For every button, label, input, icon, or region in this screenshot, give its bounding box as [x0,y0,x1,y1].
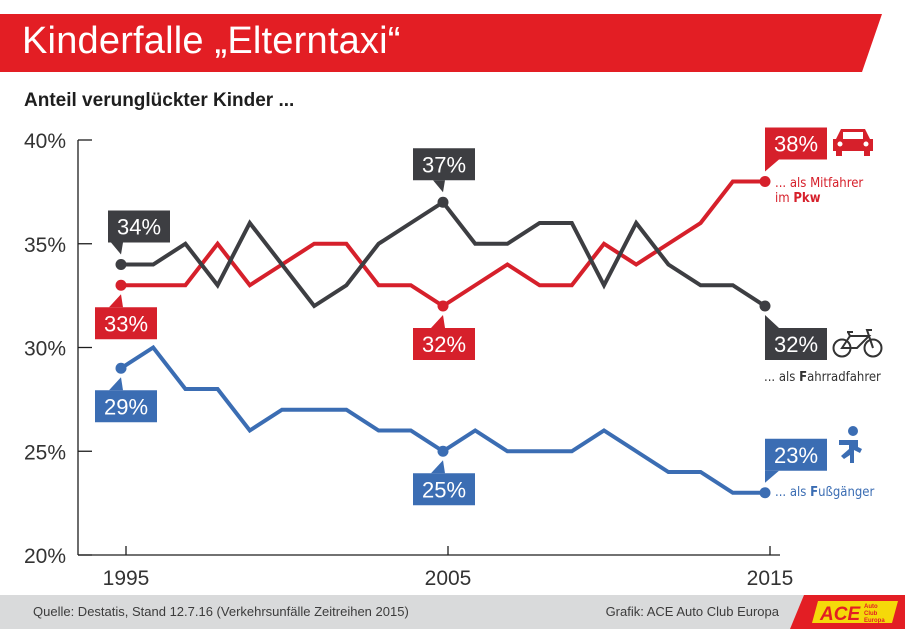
data-point [759,300,771,312]
callout-pointer [765,315,779,328]
ace-logo: ACE Auto Club Europa [790,595,905,629]
y-tick-label: 25% [24,441,66,464]
title-banner: Kinderfalle „Elterntaxi“ [0,14,905,72]
bike-frame [840,329,874,349]
series-label-car: ... als Mitfahrer [775,176,863,191]
callout-box [413,148,475,181]
data-point [437,445,449,457]
page-title: Kinderfalle „Elterntaxi“ [22,20,401,62]
series-label-pedestrian: ... als Fußgänger [775,485,874,500]
series-label-bike: ... als Fahrradfahrer [764,370,881,385]
callout-pointer [109,377,123,391]
callout-pointer [765,470,779,483]
x-tick-label: 1995 [103,567,150,590]
data-point [759,487,771,499]
chart-subtitle: Anteil verunglückter Kinder ... [24,90,295,111]
logo-sub-1: Auto [864,604,878,610]
footer: Quelle: Destatis, Stand 12.7.16 (Verkehr… [0,595,905,629]
pedestrian-icon [839,426,862,463]
callout-box [108,210,170,243]
callout-value: 34% [117,215,161,240]
callout-value: 25% [422,477,466,502]
callout-value: 37% [422,152,466,177]
callout-pointer [765,159,779,172]
logo-sub-3: Europa [864,618,885,624]
callout-value: 32% [774,332,818,357]
callout-pointer [111,242,123,255]
car-headlight [837,141,843,147]
data-point [115,279,127,291]
callout-box [765,438,827,471]
callout-pointer [431,460,445,474]
series-line-bicycle [119,199,767,309]
car-window [843,132,863,139]
ped-head [848,426,858,436]
car-wheel [864,151,870,156]
y-tick-label: 20% [24,545,66,568]
line-chart: 20% 25% 30% 35% 40% 1995 2005 2015 33% 32% 38% 34% 3… [24,127,883,590]
data-point [437,300,449,312]
ped-body [839,440,862,463]
source-note: Quelle: Destatis, Stand 12.7.16 (Verkehr… [33,604,409,619]
callout-box [765,127,827,160]
banner-background [0,14,882,72]
logo-text: ACE [819,604,861,625]
callout-pointer [109,294,123,308]
data-point [115,259,127,270]
data-point [437,196,449,208]
callout-box [95,307,157,340]
callout-pointer [431,315,445,328]
callout-box [765,328,827,360]
callout-value: 33% [104,311,148,336]
car-wheel [836,151,842,156]
callout-box [413,328,475,360]
x-tick-label: 2005 [425,567,472,590]
callout-box [95,390,157,423]
graphic-credit: Grafik: ACE Auto Club Europa [605,604,779,619]
x-tick-label: 2015 [747,567,794,590]
y-tick-label: 35% [24,234,66,257]
bike-wheel [863,338,883,358]
callout-value: 38% [774,132,818,157]
callout-value: 29% [104,394,148,419]
callout-value: 32% [422,332,466,357]
logo-sub-2: Club [864,611,878,617]
logo-plate [812,601,898,623]
y-tick-label: 30% [24,338,66,361]
callout-box [413,473,475,506]
callout-pointer [433,180,445,193]
series-label-car-line2: im Pkw [775,191,821,206]
data-point [759,176,771,187]
car-icon [833,129,873,156]
car-headlight [863,141,869,147]
y-tick-label: 40% [24,130,66,153]
bicycle-icon [832,329,883,358]
data-point [115,362,127,374]
callout-value: 23% [774,443,818,468]
